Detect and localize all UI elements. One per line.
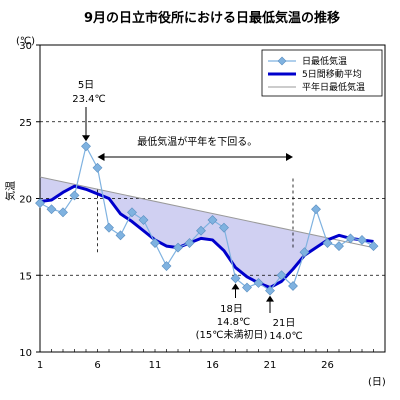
annotation-day5-value: 23.4℃: [72, 94, 106, 105]
daily-min-temp-point: [115, 230, 126, 241]
y-axis-unit: (℃): [16, 36, 35, 47]
daily-min-temp-point: [265, 285, 275, 296]
annotation-day18-label: 18日: [220, 304, 243, 315]
daily-min-temp-point: [334, 241, 344, 252]
y-tick-label: 10: [19, 348, 32, 359]
daily-min-temp-point: [150, 238, 160, 248]
x-tick-label: 26: [321, 360, 334, 371]
daily-min-temp-point: [81, 141, 91, 152]
x-tick-label: 6: [94, 360, 100, 371]
legend-daily-label: 日最低気温: [302, 55, 347, 67]
daily-min-temp-point: [253, 278, 264, 288]
daily-min-temp-point: [58, 207, 68, 218]
annotation-below-normal-label: 最低気温が平年を下回る。: [137, 135, 257, 148]
annotation-day18-value: 14.8℃: [217, 317, 251, 328]
annotation-day21-value: 14.0℃: [269, 331, 303, 342]
daily-min-temp-point: [138, 215, 149, 225]
daily-min-temp-point: [345, 233, 356, 244]
daily-min-temp-line: [39, 144, 374, 292]
daily-min-temp-point: [322, 238, 333, 248]
legend-daily-marker: [277, 56, 287, 66]
daily-min-temp-point: [92, 162, 103, 173]
annotation-day21-arrowhead: [266, 295, 274, 302]
moving-average-line: [39, 184, 374, 290]
annotation-day21-label: 21日: [273, 318, 296, 329]
daily-min-temp-point: [311, 204, 321, 215]
x-axis-unit: (日): [368, 377, 386, 388]
chart-title: 9月の日立市役所における日最低気温の推移: [84, 10, 340, 26]
x-tick-label: 11: [149, 360, 162, 371]
daily-min-temp-point: [184, 238, 195, 248]
legend-avg-label: 5日間移動平均: [302, 68, 362, 80]
x-tick-label: 1: [37, 360, 43, 371]
y-tick-label: 30: [19, 41, 32, 52]
daily-min-temp-point: [299, 247, 310, 258]
daily-min-temp-point: [127, 207, 137, 218]
daily-min-temp-point: [104, 222, 114, 233]
legend-normal-label: 平年日最低気温: [302, 81, 365, 93]
y-tick-label: 20: [19, 195, 32, 206]
daily-min-temp-point: [288, 281, 298, 291]
normal-min-temp-line: [39, 176, 374, 249]
daily-min-temp-point: [173, 242, 183, 253]
daily-min-temp-point: [368, 241, 379, 252]
y-axis-label: 気温: [4, 181, 17, 201]
daily-min-temp-point: [230, 273, 241, 284]
daily-min-temp-point: [69, 190, 80, 201]
daily-min-temp-point: [242, 282, 252, 293]
daily-min-temp-point: [276, 270, 287, 281]
y-tick-label: 25: [19, 118, 32, 129]
x-tick-label: 16: [206, 360, 219, 371]
daily-min-temp-point: [196, 225, 206, 236]
annotation-day5-arrowhead: [82, 135, 90, 142]
annotation-day18-note: (15℃未満初日): [196, 328, 268, 341]
y-tick-label: 15: [19, 271, 32, 282]
daily-min-temp-point: [219, 222, 229, 233]
daily-min-temp-point: [161, 261, 172, 271]
daily-min-temp-point: [357, 235, 367, 245]
below-normal-shading: [40, 177, 374, 288]
daily-min-temp-point: [46, 204, 57, 215]
annotation-period-arrowhead-left: [97, 153, 105, 161]
annotation-day5-label: 5日: [78, 80, 94, 91]
annotation-period-arrowhead-right: [286, 153, 293, 161]
daily-min-temp-point: [35, 198, 45, 209]
x-tick-label: 21: [264, 360, 277, 371]
daily-min-temp-point: [207, 215, 218, 225]
annotation-day18-arrowhead: [231, 283, 240, 290]
